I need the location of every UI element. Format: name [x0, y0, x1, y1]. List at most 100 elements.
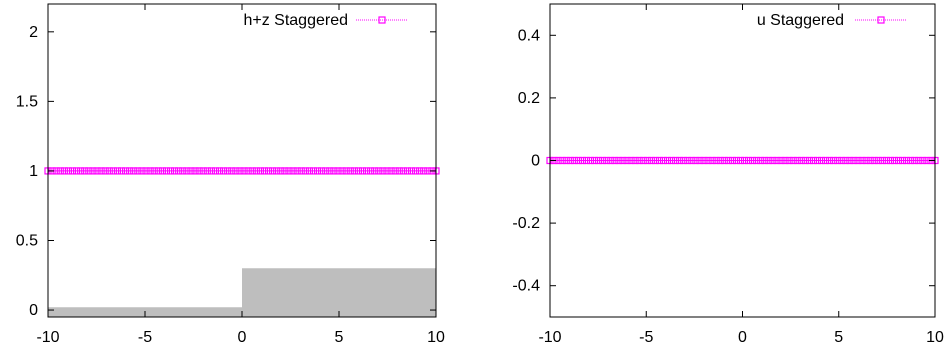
data-point — [289, 167, 297, 175]
data-point — [183, 167, 191, 175]
y-tick-label: 1.5 — [16, 93, 38, 110]
data-point — [663, 156, 672, 165]
x-tick-label: 10 — [926, 329, 944, 346]
data-point — [830, 156, 838, 165]
data-point — [870, 156, 878, 165]
data-point — [171, 167, 179, 175]
data-point — [338, 167, 346, 175]
plot-left: -10 -5 0 5 10 0 0.5 1 1.5 2 h+z Staggered — [16, 3, 445, 346]
data-point — [562, 156, 570, 165]
data-point — [362, 167, 371, 175]
y-tick-label: -0.4 — [512, 278, 540, 295]
data-point — [603, 156, 611, 165]
data-point — [399, 167, 407, 175]
data-point — [297, 167, 305, 175]
data-point — [724, 156, 732, 165]
data-point — [854, 156, 862, 165]
data-point — [126, 167, 134, 175]
data-point — [293, 167, 301, 175]
data-point — [150, 167, 158, 175]
data-point — [301, 167, 309, 175]
data-point — [166, 167, 175, 175]
data-point — [639, 156, 647, 165]
left-series-hz — [44, 167, 440, 175]
data-point — [623, 156, 631, 165]
data-point — [154, 167, 162, 175]
x-tick-label: -10 — [538, 329, 561, 346]
data-point — [109, 167, 117, 175]
data-point — [224, 167, 232, 175]
data-point — [773, 156, 781, 165]
data-point — [199, 167, 207, 175]
data-point — [158, 167, 166, 175]
data-point — [878, 156, 886, 165]
data-point — [574, 156, 582, 165]
data-point — [647, 156, 655, 165]
data-point — [256, 167, 264, 175]
data-point — [817, 156, 826, 165]
right-legend-label: u Staggered — [757, 12, 844, 29]
x-tick-label: 5 — [335, 329, 344, 346]
data-point — [285, 167, 293, 175]
data-point — [281, 167, 289, 175]
data-point — [749, 156, 757, 165]
left-legend-label: h+z Staggered — [243, 12, 348, 29]
data-point — [566, 156, 574, 165]
y-tick-label: 0.2 — [518, 90, 540, 107]
x-tick-label: 10 — [427, 329, 445, 346]
data-point — [789, 156, 797, 165]
data-point — [371, 167, 379, 175]
data-point — [615, 156, 623, 165]
data-point — [716, 156, 724, 165]
left-legend: h+z Staggered — [243, 12, 408, 29]
data-point — [383, 167, 391, 175]
data-point — [765, 156, 773, 165]
x-tick-label: -5 — [138, 329, 152, 346]
data-point — [391, 167, 399, 175]
data-point — [903, 156, 911, 165]
data-point — [781, 156, 789, 165]
data-point — [240, 167, 248, 175]
data-point — [667, 156, 676, 165]
data-point — [81, 167, 89, 175]
data-point — [732, 156, 741, 165]
y-tick-label: 2 — [29, 24, 38, 41]
data-point — [68, 167, 77, 175]
data-point — [64, 167, 73, 175]
data-point — [708, 156, 716, 165]
data-point — [138, 167, 146, 175]
data-point — [60, 167, 68, 175]
data-point — [805, 156, 813, 165]
data-point — [761, 156, 769, 165]
data-point — [846, 156, 854, 165]
data-point — [146, 167, 154, 175]
y-tick-label: 1 — [29, 163, 38, 180]
data-point — [191, 167, 199, 175]
data-point — [309, 167, 318, 175]
data-point — [915, 156, 923, 165]
data-point — [643, 156, 651, 165]
data-point — [688, 156, 696, 165]
data-point — [117, 167, 126, 175]
data-point — [187, 167, 195, 175]
data-point — [578, 156, 587, 165]
data-point — [886, 156, 895, 165]
data-point — [330, 167, 338, 175]
data-point — [797, 156, 805, 165]
data-point — [907, 156, 915, 165]
data-point — [322, 167, 330, 175]
right-y-axis: -0.4 -0.2 0 0.2 0.4 — [512, 27, 935, 295]
data-point — [757, 156, 765, 165]
data-point — [407, 167, 416, 175]
right-legend: u Staggered — [757, 12, 907, 29]
data-point — [582, 156, 591, 165]
left-x-axis: -10 -5 0 5 10 — [36, 4, 445, 346]
data-point — [611, 156, 619, 165]
data-point — [244, 167, 252, 175]
data-point — [753, 156, 761, 165]
data-point — [651, 156, 659, 165]
data-point — [882, 156, 890, 165]
data-point — [712, 156, 720, 165]
data-point — [862, 156, 870, 165]
